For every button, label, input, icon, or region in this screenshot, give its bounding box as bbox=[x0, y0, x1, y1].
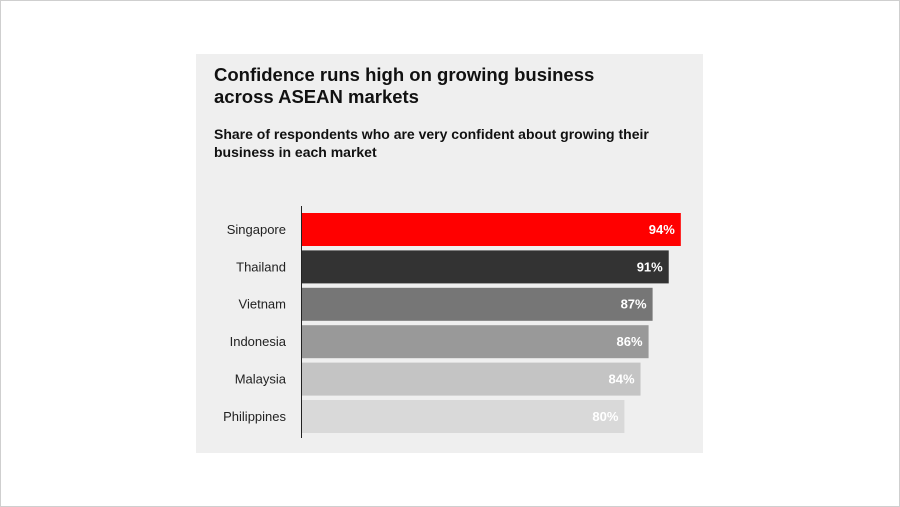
value-label: 86% bbox=[617, 334, 643, 349]
chart-card: Confidence runs high on growing business… bbox=[196, 54, 703, 453]
value-label: 94% bbox=[649, 222, 675, 237]
bar bbox=[302, 250, 669, 284]
value-label: 87% bbox=[621, 297, 647, 312]
bar bbox=[302, 400, 625, 433]
category-label: Indonesia bbox=[230, 334, 287, 349]
category-label: Thailand bbox=[236, 259, 286, 274]
category-label: Philippines bbox=[223, 409, 286, 424]
value-label: 80% bbox=[592, 409, 618, 424]
bar bbox=[302, 213, 681, 246]
bar bbox=[302, 287, 653, 321]
bar bbox=[302, 362, 641, 396]
bar bbox=[302, 325, 649, 359]
value-label: 91% bbox=[637, 259, 663, 274]
value-label: 84% bbox=[608, 372, 634, 387]
category-label: Malaysia bbox=[235, 372, 287, 387]
chart-subtitle: Share of respondents who are very confid… bbox=[214, 126, 649, 160]
chart-title: Confidence runs high on growing business… bbox=[214, 64, 595, 107]
category-label: Singapore bbox=[227, 222, 286, 237]
chart: Singapore 94% Thailand 91% Vietnam 87% Indones… bbox=[223, 206, 681, 438]
category-label: Vietnam bbox=[239, 297, 286, 312]
